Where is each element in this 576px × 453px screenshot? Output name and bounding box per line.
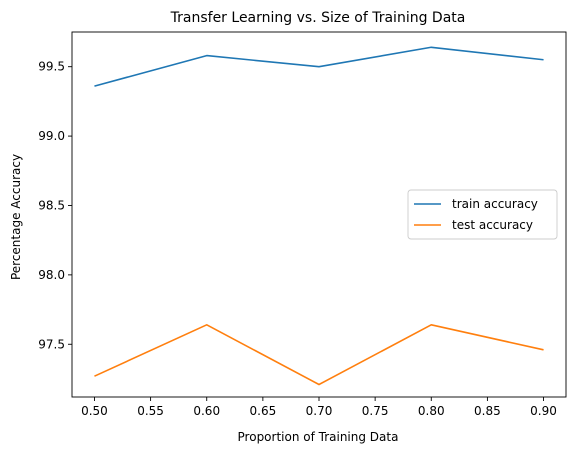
y-tick-label: 99.0	[38, 129, 65, 143]
x-axis-label: Proportion of Training Data	[238, 430, 399, 444]
x-tick-label: 0.80	[418, 404, 445, 418]
y-tick-label: 98.0	[38, 268, 65, 282]
legend-box	[407, 189, 558, 240]
x-tick-label: 0.90	[530, 404, 557, 418]
x-tick-label: 0.85	[474, 404, 501, 418]
series-line-test	[94, 324, 544, 386]
legend-entry: train accuracy	[452, 197, 538, 211]
x-tick-label: 0.60	[193, 404, 220, 418]
chart-title: Transfer Learning vs. Size of Training D…	[170, 10, 466, 26]
y-tick-label: 97.5	[38, 337, 65, 351]
x-tick-label: 0.65	[250, 404, 277, 418]
x-tick-label: 0.50	[81, 404, 108, 418]
y-tick-label: 99.5	[38, 60, 65, 74]
x-tick-label: 0.75	[362, 404, 389, 418]
legend-entry: test accuracy	[452, 218, 533, 232]
y-axis-label: Percentage Accuracy	[9, 154, 23, 280]
y-tick-label: 98.5	[38, 198, 65, 212]
x-tick-label: 0.70	[306, 404, 333, 418]
plot-area: 0.50 0.55 0.60 0.65 0.70 0.75 0.80 0.85 0.90 97.5…	[38, 31, 567, 418]
x-tick-label: 0.55	[137, 404, 164, 418]
series-line-train	[94, 46, 544, 87]
